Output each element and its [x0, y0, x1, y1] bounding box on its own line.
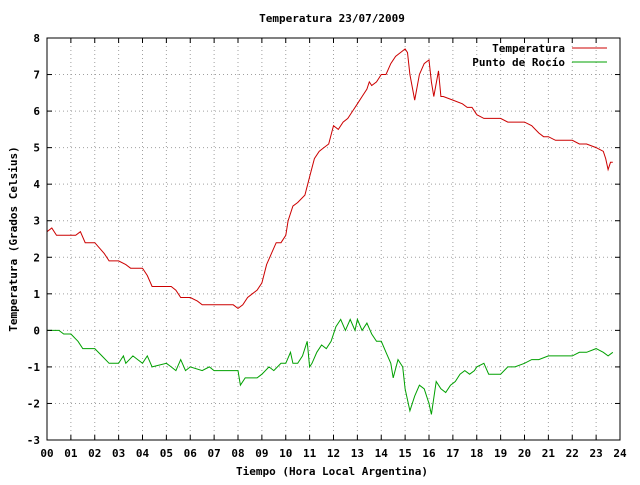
y-tick-label-4: 4	[33, 178, 40, 191]
grid-layer	[47, 38, 620, 440]
x-tick-label-15: 15	[399, 447, 412, 460]
x-tick-label-00: 00	[40, 447, 53, 460]
x-tick-label-20: 20	[518, 447, 531, 460]
y-tick-label--2: -2	[27, 397, 40, 410]
y-axis-label: Temperatura (Grados Celsius)	[7, 146, 20, 331]
legend-label-temperatura: Temperatura	[492, 42, 565, 55]
series-line-punto-de-rocio	[47, 317, 614, 415]
x-tick-label-08: 08	[231, 447, 244, 460]
x-tick-label-23: 23	[590, 447, 603, 460]
x-tick-label-13: 13	[351, 447, 364, 460]
x-tick-label-11: 11	[303, 447, 317, 460]
y-tick-label--1: -1	[27, 361, 41, 374]
y-tick-label--3: -3	[27, 434, 40, 447]
x-axis-label: Tiempo (Hora Local Argentina)	[236, 465, 428, 478]
x-tick-label-21: 21	[542, 447, 556, 460]
x-tick-label-03: 03	[112, 447, 125, 460]
x-tick-label-14: 14	[375, 447, 389, 460]
x-tick-label-16: 16	[422, 447, 436, 460]
y-tick-label-3: 3	[33, 215, 40, 228]
x-tick-label-04: 04	[136, 447, 150, 460]
x-tick-label-07: 07	[208, 447, 221, 460]
legend-label-punto-de-rocio: Punto de Rocío	[472, 56, 565, 69]
y-tick-label-8: 8	[33, 32, 40, 45]
x-tick-label-22: 22	[566, 447, 579, 460]
series-line-temperatura	[46, 48, 613, 310]
x-tick-label-19: 19	[494, 447, 507, 460]
y-tick-label-6: 6	[33, 105, 40, 118]
y-tick-label-7: 7	[33, 69, 40, 82]
x-tick-label-12: 12	[327, 447, 340, 460]
x-tick-label-10: 10	[279, 447, 292, 460]
x-tick-label-06: 06	[184, 447, 198, 460]
x-tick-label-05: 05	[160, 447, 173, 460]
x-tick-label-17: 17	[446, 447, 459, 460]
y-tick-label-5: 5	[33, 142, 40, 155]
y-tick-label-2: 2	[33, 251, 40, 264]
x-tick-label-09: 09	[255, 447, 268, 460]
x-tick-label-24: 24	[613, 447, 627, 460]
chart-title: Temperatura 23/07/2009	[259, 12, 405, 25]
series-layer	[46, 48, 614, 415]
x-tick-label-01: 01	[64, 447, 78, 460]
y-tick-label-1: 1	[33, 288, 40, 301]
tick-layer: 00 01 02 03 04 05 06 07 08 09 10 11 12 13 14 15 16 17 18 19…	[27, 32, 627, 460]
x-tick-label-02: 02	[88, 447, 101, 460]
y-tick-label-0: 0	[33, 324, 40, 337]
x-tick-label-18: 18	[470, 447, 483, 460]
